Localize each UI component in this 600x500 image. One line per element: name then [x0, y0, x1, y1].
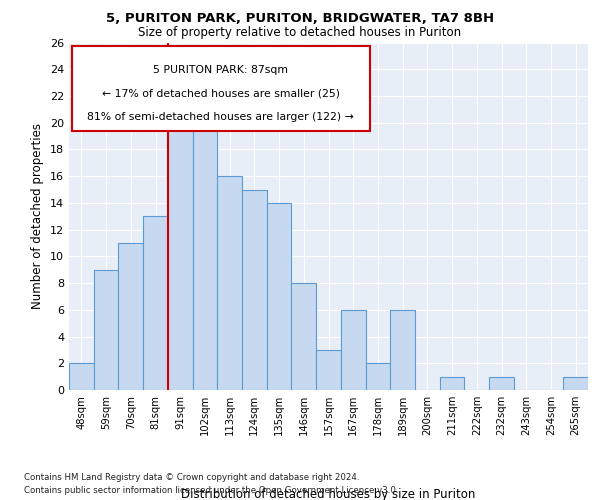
Bar — [341, 310, 365, 390]
Bar — [563, 376, 588, 390]
Bar — [94, 270, 118, 390]
Text: Contains public sector information licensed under the Open Government Licence v3: Contains public sector information licen… — [24, 486, 398, 495]
Text: 5, PURITON PARK, PURITON, BRIDGWATER, TA7 8BH: 5, PURITON PARK, PURITON, BRIDGWATER, TA… — [106, 12, 494, 26]
Bar — [365, 364, 390, 390]
Bar — [267, 203, 292, 390]
X-axis label: Distribution of detached houses by size in Puriton: Distribution of detached houses by size … — [181, 488, 476, 500]
Bar — [316, 350, 341, 390]
Bar — [489, 376, 514, 390]
Bar — [118, 243, 143, 390]
Bar — [193, 110, 217, 390]
Bar — [217, 176, 242, 390]
Bar — [143, 216, 168, 390]
Y-axis label: Number of detached properties: Number of detached properties — [31, 123, 44, 309]
Text: 81% of semi-detached houses are larger (122) →: 81% of semi-detached houses are larger (… — [88, 112, 354, 122]
Bar — [390, 310, 415, 390]
Bar — [168, 122, 193, 390]
Bar — [292, 283, 316, 390]
Text: 5 PURITON PARK: 87sqm: 5 PURITON PARK: 87sqm — [154, 65, 289, 75]
Text: Size of property relative to detached houses in Puriton: Size of property relative to detached ho… — [139, 26, 461, 39]
Bar — [440, 376, 464, 390]
Text: ← 17% of detached houses are smaller (25): ← 17% of detached houses are smaller (25… — [102, 88, 340, 99]
Text: Contains HM Land Registry data © Crown copyright and database right 2024.: Contains HM Land Registry data © Crown c… — [24, 472, 359, 482]
Bar — [69, 364, 94, 390]
Bar — [242, 190, 267, 390]
FancyBboxPatch shape — [71, 46, 370, 131]
